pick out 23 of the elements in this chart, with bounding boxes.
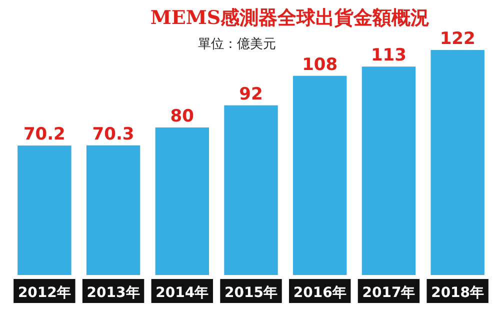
x-tick-label: 2016年 bbox=[293, 285, 346, 301]
bar bbox=[86, 145, 140, 275]
x-tick-label: 2012年 bbox=[18, 285, 71, 301]
data-label: 108 bbox=[302, 54, 338, 75]
bar bbox=[430, 50, 484, 275]
data-label: 113 bbox=[370, 46, 406, 66]
data-label: 80 bbox=[170, 106, 194, 126]
bar bbox=[293, 76, 347, 275]
x-tick-label: 2017年 bbox=[362, 285, 416, 301]
chart-title: MEMS感測器全球出貨金額概況 bbox=[150, 7, 430, 29]
data-label: 92 bbox=[239, 84, 263, 104]
x-tick-label: 2015年 bbox=[224, 285, 278, 301]
data-label: 70.2 bbox=[23, 124, 66, 145]
x-tick-label: 2013年 bbox=[86, 285, 140, 301]
bar bbox=[362, 66, 416, 275]
annotation: 單位：億美元 bbox=[198, 36, 276, 52]
bar bbox=[224, 105, 278, 275]
x-tick-label: 2014年 bbox=[156, 285, 209, 301]
bar bbox=[18, 146, 72, 275]
x-tick-label: 2018年 bbox=[431, 285, 484, 301]
bar bbox=[155, 127, 209, 275]
data-label: 70.3 bbox=[92, 124, 134, 144]
data-label: 122 bbox=[440, 29, 476, 49]
